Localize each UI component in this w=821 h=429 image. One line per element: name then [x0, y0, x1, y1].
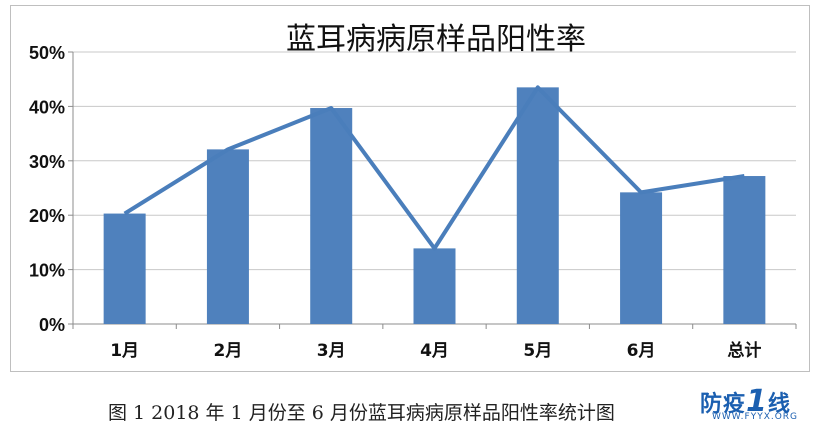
bar: [206, 149, 249, 324]
x-tick-label: 1月: [110, 341, 139, 361]
bar-line-chart: 蓝耳病病原样品阳性率 0% 10% 20% 30% 40% 50% 1月 2月 3月 4月 5月 6…: [29, 22, 797, 361]
bar: [310, 108, 353, 324]
x-tick-label: 3月: [317, 341, 346, 361]
x-tick-label: 6月: [627, 341, 656, 361]
y-tick-label: 20%: [29, 206, 65, 226]
y-tick-label: 10%: [29, 261, 65, 281]
x-tick-label: 5月: [523, 341, 552, 361]
x-tick-label: 4月: [420, 341, 449, 361]
y-axis-ticks: 0% 10% 20% 30% 40% 50%: [29, 43, 65, 335]
x-tick-label: 总计: [727, 340, 761, 361]
watermark-text: 防疫1线: [700, 384, 791, 419]
watermark-logo: 防疫1线 WWW.FYYX.ORG: [700, 384, 818, 426]
figure-caption: 图 1 2018 年 1 月份至 6 月份蓝耳病病原样品阳性率统计图: [108, 402, 615, 424]
bar: [620, 192, 663, 324]
chart-title: 蓝耳病病原样品阳性率: [286, 22, 586, 57]
bar: [723, 176, 766, 324]
bar: [103, 213, 146, 324]
x-tick-label: 2月: [214, 341, 243, 361]
y-tick-label: 50%: [29, 43, 65, 63]
chart-frame: 蓝耳病病原样品阳性率 0% 10% 20% 30% 40% 50% 1月 2月 3月 4月 5月 6…: [10, 5, 810, 372]
y-tick-label: 40%: [29, 97, 65, 117]
series-line: [123, 85, 745, 251]
bar: [516, 87, 559, 324]
line-series: [123, 85, 745, 251]
watermark-url: WWW.FYYX.ORG: [712, 412, 799, 422]
bar: [413, 248, 456, 324]
watermark-suffix: 线: [767, 392, 791, 417]
watermark-word: 防疫: [700, 392, 747, 417]
y-tick-label: 30%: [29, 152, 65, 172]
bars: [103, 87, 766, 324]
x-axis-ticks: 1月 2月 3月 4月 5月 6月 总计: [72, 324, 797, 361]
watermark-number: 1: [746, 384, 768, 419]
y-tick-label: 0%: [39, 315, 65, 335]
